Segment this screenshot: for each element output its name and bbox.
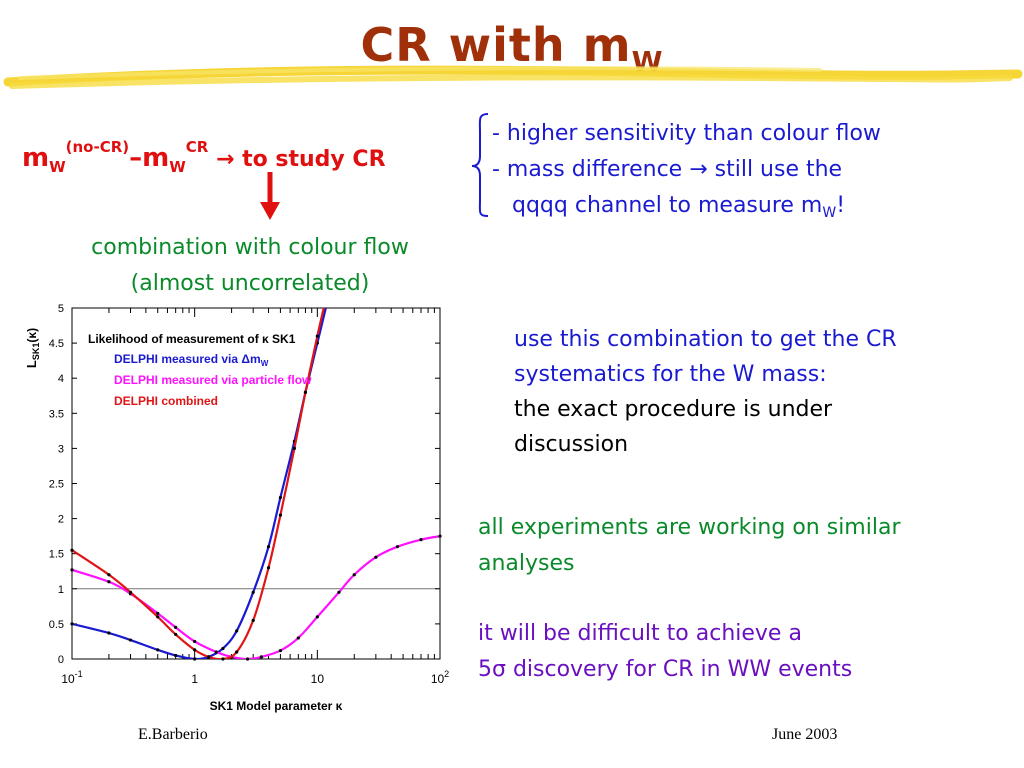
curly-brace-icon	[471, 113, 489, 217]
mass-difference-formula: mW(no-CR)–mWCR → to study CR	[22, 138, 386, 176]
difficulty-line-2: 5σ discovery for CR in WW events	[478, 657, 853, 682]
data-point	[193, 648, 197, 652]
use-combination-note: use this combination to get the CR syste…	[514, 322, 897, 462]
x-tick-label: 10-1	[61, 669, 82, 686]
data-point	[303, 390, 308, 394]
likelihood-chart: LSK1(κ) 0 0.5 1 1.5 2 2.5 3 3.5 4 4.5 5 10-1 1 10 102…	[24, 303, 449, 713]
data-point	[70, 622, 74, 626]
data-point	[251, 618, 255, 622]
data-point	[107, 580, 111, 584]
data-point	[259, 655, 264, 659]
data-point	[278, 513, 283, 517]
data-point	[266, 545, 271, 549]
y-tick-label: 4	[58, 373, 64, 385]
data-point	[128, 638, 133, 642]
procedure-line-2: discussion	[514, 432, 629, 457]
data-point	[156, 611, 160, 615]
bullet-sensitivity: - higher sensitivity than colour flow	[492, 121, 881, 146]
y-tick-label: 5	[58, 303, 64, 315]
data-point	[292, 446, 296, 450]
data-point	[235, 629, 239, 633]
data-point	[156, 615, 160, 619]
data-point	[374, 555, 378, 559]
title-highlight-stroke	[3, 65, 1023, 89]
all-experiments-note: all experiments are working on similar a…	[478, 510, 901, 582]
x-tick-label: 1	[191, 672, 198, 686]
y-tick-label: 2.5	[49, 479, 64, 491]
series-combined-line	[72, 308, 325, 659]
data-point	[296, 636, 300, 640]
y-tick-label: 2	[58, 514, 64, 526]
y-tick-label: 0.5	[49, 619, 64, 631]
data-point	[107, 573, 111, 577]
series-mass-line	[72, 308, 327, 659]
x-tick-label: 10	[311, 672, 325, 686]
svg-text:LSK1(κ): LSK1(κ)	[24, 328, 41, 368]
data-point	[207, 655, 211, 659]
data-point	[235, 650, 239, 654]
all-experiments-line-1: all experiments are working on similar	[478, 515, 901, 540]
slide-title: CR with mW	[360, 18, 664, 78]
difficulty-note: it will be difficult to achieve a 5σ dis…	[478, 616, 852, 688]
data-point	[419, 538, 423, 542]
data-point	[174, 632, 178, 637]
y-tick-label: 1	[58, 584, 64, 596]
legend-entry-particle-flow: DELPHI measured via particle flow	[114, 373, 312, 387]
data-point	[221, 646, 225, 651]
data-point	[174, 653, 178, 658]
legend-entry-combined: DELPHI combined	[114, 394, 218, 408]
data-point	[395, 545, 400, 549]
data-point	[193, 639, 197, 644]
data-point	[107, 631, 111, 635]
all-experiments-line-2: analyses	[478, 551, 575, 576]
data-point	[278, 648, 283, 653]
bullet-mass-difference: - mass difference → still use the	[492, 157, 843, 182]
data-point	[70, 548, 74, 552]
series-particle-flow-line	[72, 535, 440, 659]
data-point	[193, 657, 197, 661]
use-combination-line-2: systematics for the W mass:	[514, 362, 827, 387]
legend-title: Likelihood of measurement of κ SK1	[88, 332, 296, 346]
data-point	[438, 534, 442, 538]
bullet-list: - higher sensitivity than colour flow - …	[492, 116, 881, 231]
combination-line-1: combination with colour flow	[91, 235, 409, 260]
data-point	[214, 650, 218, 654]
data-point	[266, 566, 271, 570]
data-point	[337, 590, 341, 594]
combination-line-2: (almost uncorrelated)	[130, 271, 370, 296]
data-point	[278, 495, 283, 500]
y-tick-label: 3.5	[49, 408, 64, 420]
data-point	[315, 334, 319, 338]
y-tick-label: 4.5	[49, 338, 64, 350]
data-point	[245, 657, 250, 661]
procedure-line-1: the exact procedure is under	[514, 397, 833, 422]
data-point	[156, 648, 160, 652]
data-point	[70, 568, 74, 572]
y-tick-label: 3	[58, 443, 64, 455]
difficulty-line-1: it will be difficult to achieve a	[478, 621, 802, 646]
data-point	[251, 590, 255, 594]
chart-legend: Likelihood of measurement of κ SK1 DELPH…	[88, 332, 312, 408]
use-combination-line-1: use this combination to get the CR	[514, 327, 897, 352]
combination-note: combination with colour flow (almost unc…	[40, 230, 460, 302]
data-point	[128, 590, 133, 594]
y-tick-label: 0	[58, 654, 64, 666]
data-point	[352, 573, 356, 577]
y-axis-label: LSK1(κ)	[24, 328, 41, 368]
data-point	[221, 657, 225, 661]
x-axis-label: SK1 Model parameter κ	[210, 699, 343, 713]
data-point	[174, 625, 178, 630]
bullet-qqqq-channel: qqqq channel to measure mW!	[512, 193, 846, 221]
footer-author: E.Barberio	[138, 726, 208, 743]
legend-entry-mass: DELPHI measured via ΔmW	[114, 352, 269, 368]
footer-date: June 2003	[772, 726, 838, 743]
down-arrow-icon	[260, 172, 280, 220]
y-tick-label: 1.5	[49, 549, 64, 561]
x-tick-label: 102	[431, 669, 449, 686]
data-point	[315, 615, 319, 619]
